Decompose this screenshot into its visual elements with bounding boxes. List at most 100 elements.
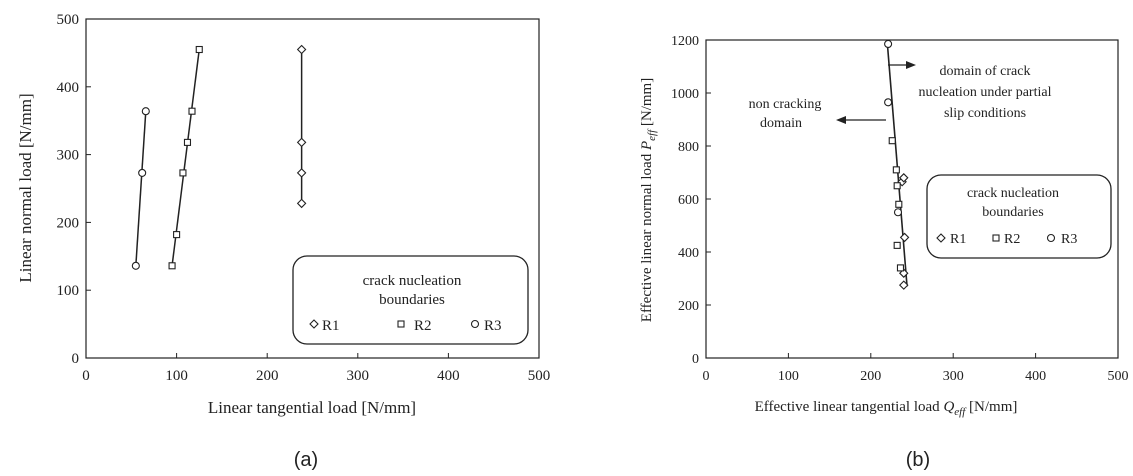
data-point-r3: [884, 98, 893, 107]
data-point-r3: [138, 168, 147, 177]
data-point-r2: [173, 231, 181, 239]
legend-square-icon: [397, 320, 405, 328]
chart-a-ytick-label: 500: [57, 12, 80, 28]
chart-a-xtick-label: 0: [82, 368, 90, 384]
chart-b-points: [884, 39, 910, 290]
chart-b-legend-box: [926, 174, 1112, 259]
data-point-r1: [296, 168, 307, 178]
data-point-r3: [884, 39, 893, 49]
chart-a: 0 100 200 300 400 500 0 100 200 300 400 500 Linear …: [16, 12, 550, 471]
chart-b-caption: (b): [906, 449, 930, 471]
data-point-r1: [296, 137, 307, 148]
chart-a-points: [131, 44, 307, 270]
data-point-r1: [296, 44, 307, 55]
chart-b-ytick-label: 400: [678, 246, 699, 261]
chart-a-legend-r3: R3: [484, 318, 502, 334]
chart-b-xlabel-unit: [N/mm]: [965, 399, 1017, 415]
chart-b-xtick-label: 0: [703, 369, 710, 384]
data-point-r2: [893, 241, 901, 249]
chart-b-xtick-label: 400: [1025, 369, 1046, 384]
data-point-r2: [188, 107, 196, 115]
chart-a-xlabel: Linear tangential load [N/mm]: [208, 398, 416, 417]
legend-diamond-icon: [309, 319, 319, 329]
chart-a-ytick-label: 100: [57, 283, 80, 299]
chart-a-lines: [135, 49, 303, 266]
chart-b-xlabel: Effective linear tangential load Qeff [N…: [755, 399, 1018, 418]
data-point-r2: [183, 138, 192, 146]
chart-a-xtick-label: 100: [165, 368, 188, 384]
chart-a-caption: (a): [294, 449, 318, 471]
data-point-r2: [895, 200, 903, 208]
chart-a-legend-r2: R2: [414, 318, 432, 334]
series-line-r3: [135, 111, 147, 266]
data-point-r1: [898, 173, 909, 183]
chart-a-ytick-label: 300: [57, 148, 80, 164]
chart-b-xlabel-main: Effective linear tangential load: [755, 399, 944, 415]
data-point-r2: [195, 45, 203, 54]
chart-b-xtick-label: 100: [778, 369, 799, 384]
data-point-r1: [898, 280, 909, 290]
legend-diamond-icon: [936, 233, 946, 243]
data-point-r1: [296, 198, 307, 209]
chart-a-xtick-label: 500: [528, 368, 551, 384]
legend-circle-icon: [470, 319, 480, 329]
chart-b-annotation-right-line3: slip conditions: [944, 106, 1026, 121]
data-point-r2: [888, 137, 896, 145]
chart-b-legend: crack nucleation boundaries R1 R2 R3: [926, 174, 1112, 259]
data-point-r2: [893, 182, 901, 190]
boundary-line: [886, 42, 908, 287]
data-point-r2: [892, 166, 900, 174]
chart-b-legend-r3: R3: [1061, 232, 1077, 247]
chart-b-ytick-label: 1200: [671, 34, 699, 49]
chart-b-xtick-label: 300: [943, 369, 964, 384]
arrow-right-icon: [888, 61, 916, 69]
legend-square-icon: [992, 234, 1000, 242]
legend-circle-icon: [1046, 233, 1056, 243]
chart-b-ytick-label: 800: [678, 140, 699, 155]
chart-a-ylabel: Linear normal load [N/mm]: [16, 93, 35, 282]
chart-b-xtick-label: 200: [860, 369, 881, 384]
chart-a-xtick-label: 400: [437, 368, 460, 384]
data-point-r3: [893, 208, 903, 217]
chart-b-lines: [886, 42, 908, 287]
chart-b-legend-title-line2: boundaries: [982, 205, 1043, 220]
chart-a-legend-title-line2: boundaries: [379, 292, 445, 308]
data-point-r3: [141, 107, 150, 116]
data-point-r2: [168, 262, 176, 270]
chart-a-legend-box: [292, 255, 529, 345]
chart-b-ylabel-sym: P: [639, 141, 655, 151]
chart-b-legend-r2: R2: [1004, 232, 1020, 247]
chart-b-ytick-label: 600: [678, 193, 699, 208]
chart-a-ytick-label: 400: [57, 80, 80, 96]
chart-a-legend-r1: R1: [322, 318, 340, 334]
data-point-r3: [131, 261, 140, 270]
chart-b-annotation-right-line1: domain of crack: [940, 64, 1031, 79]
chart-a-ticks: 0 100 200 300 400 500 0 100 200 300 400 500: [57, 12, 551, 384]
chart-b-ylabel-unit: [N/mm]: [639, 78, 655, 130]
data-point-r1: [899, 232, 910, 243]
chart-b-annotation-left-line1: non cracking: [749, 97, 822, 112]
chart-b-ytick-label: 1000: [671, 87, 699, 102]
chart-b-ylabel: Effective linear normal load Peff [N/mm]: [639, 78, 658, 322]
chart-a-frame: [85, 18, 540, 359]
chart-a-ytick-label: 200: [57, 215, 80, 231]
chart-a-legend: crack nucleation boundaries R1 R2 R3: [292, 255, 529, 345]
arrow-left-icon: [836, 116, 886, 124]
chart-a-xtick-label: 300: [347, 368, 370, 384]
chart-b-xlabel-sub: eff: [954, 406, 967, 418]
chart-b-ylabel-main: Effective linear normal load: [639, 150, 655, 322]
data-point-r2: [896, 264, 905, 272]
chart-b-legend-title-line1: crack nucleation: [967, 186, 1059, 201]
chart-b-ytick-label: 0: [692, 352, 699, 367]
chart-b-legend-r1: R1: [950, 232, 966, 247]
series-line-r2: [171, 49, 200, 266]
chart-b-ylabel-sub: eff: [646, 128, 658, 141]
data-point-r2: [179, 169, 187, 177]
chart-b-annotation-right-line2: nucleation under partial: [919, 85, 1052, 100]
chart-a-ytick-label: 0: [72, 351, 80, 367]
chart-b-annotation-left-line2: domain: [760, 116, 802, 131]
chart-a-xtick-label: 200: [256, 368, 279, 384]
chart-b-xlabel-sym: Q: [943, 399, 954, 415]
chart-a-legend-title-line1: crack nucleation: [363, 273, 462, 289]
